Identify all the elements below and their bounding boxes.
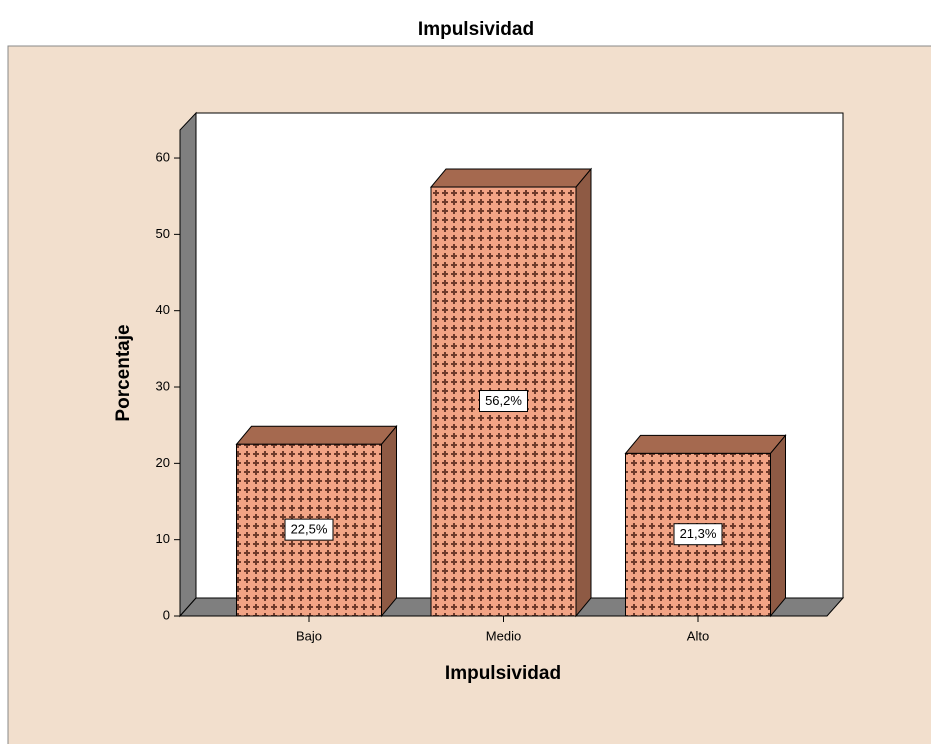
y-tick-label: 40 [156, 302, 170, 317]
y-tick-label: 30 [156, 378, 170, 393]
y-tick-label: 20 [156, 455, 170, 470]
data-label-box [284, 518, 334, 541]
bar-top [429, 168, 593, 188]
data-label-box [673, 523, 723, 546]
x-tick-label: Bajo [296, 628, 322, 643]
bar [236, 443, 382, 617]
data-label: 21,3% [680, 526, 717, 541]
x-axis-title: Impulsividad [445, 663, 561, 684]
chart-title: Impulsividad [418, 19, 534, 40]
y-tick-label: 60 [156, 149, 170, 164]
bar-side [575, 167, 592, 618]
y-tick-label: 10 [156, 531, 170, 546]
x-tick-label: Medio [486, 628, 521, 643]
y-axis-title: Porcentaje [113, 324, 134, 421]
bar-top [235, 425, 398, 445]
x-tick-label: Alto [687, 628, 709, 643]
data-label: 22,5% [291, 522, 328, 537]
left-wall [179, 111, 197, 618]
bar-side [770, 434, 786, 618]
bar-side [381, 424, 397, 618]
bar-top [624, 434, 787, 454]
y-tick-label: 50 [156, 226, 170, 241]
data-label-box [479, 390, 528, 413]
data-label: 56,2% [485, 393, 522, 408]
y-tick-label: 0 [163, 607, 170, 622]
